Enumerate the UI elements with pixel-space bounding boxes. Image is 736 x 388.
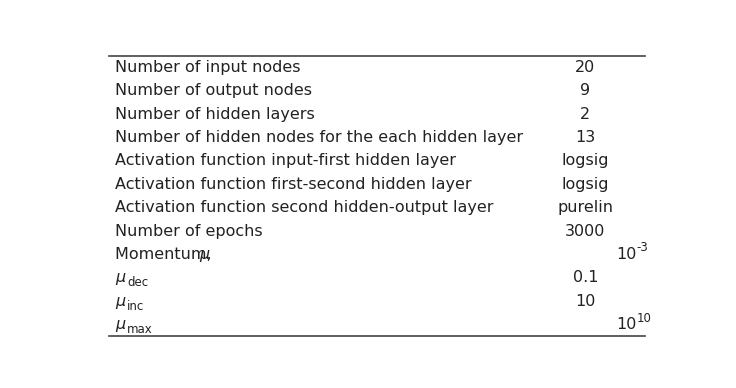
Text: 13: 13	[576, 130, 595, 145]
Text: dec: dec	[127, 277, 149, 289]
Text: logsig: logsig	[562, 153, 609, 168]
Text: purelin: purelin	[557, 200, 613, 215]
Text: 9: 9	[580, 83, 590, 98]
Text: Activation function input-first hidden layer: Activation function input-first hidden l…	[115, 153, 456, 168]
Text: 20: 20	[576, 60, 595, 75]
Text: inc: inc	[127, 300, 144, 313]
Text: 3000: 3000	[565, 223, 606, 239]
Text: Number of output nodes: Number of output nodes	[115, 83, 312, 98]
Text: logsig: logsig	[562, 177, 609, 192]
Text: μ: μ	[115, 294, 125, 309]
Text: max: max	[127, 323, 153, 336]
Text: 10: 10	[576, 294, 595, 309]
Text: Number of hidden layers: Number of hidden layers	[115, 107, 314, 121]
Text: 2: 2	[580, 107, 590, 121]
Text: Momentum,: Momentum,	[115, 247, 216, 262]
Text: Number of epochs: Number of epochs	[115, 223, 263, 239]
Text: 0.1: 0.1	[573, 270, 598, 285]
Text: μ: μ	[199, 247, 209, 262]
Text: 10: 10	[616, 247, 637, 262]
Text: -3: -3	[637, 241, 648, 255]
Text: 10: 10	[616, 317, 637, 332]
Text: Activation function second hidden-output layer: Activation function second hidden-output…	[115, 200, 493, 215]
Text: μ: μ	[115, 270, 125, 285]
Text: μ: μ	[115, 317, 125, 332]
Text: 10: 10	[637, 312, 651, 325]
Text: Number of input nodes: Number of input nodes	[115, 60, 300, 75]
Text: Number of hidden nodes for the each hidden layer: Number of hidden nodes for the each hidd…	[115, 130, 523, 145]
Text: Activation function first-second hidden layer: Activation function first-second hidden …	[115, 177, 472, 192]
